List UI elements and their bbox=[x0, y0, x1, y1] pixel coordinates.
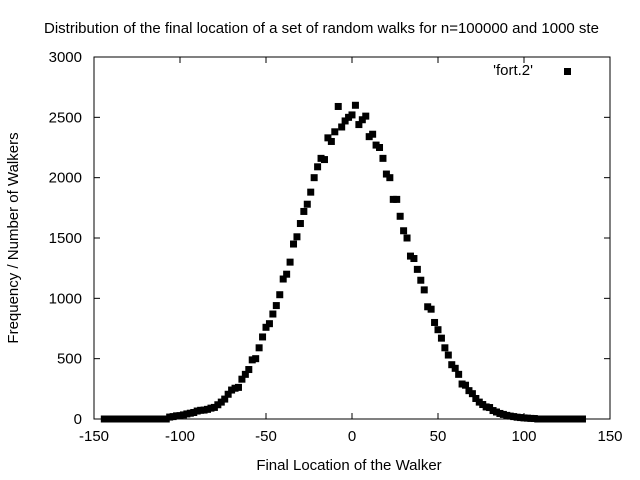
data-point bbox=[296, 220, 304, 228]
data-point bbox=[431, 318, 439, 326]
data-point bbox=[578, 415, 586, 423]
data-point bbox=[420, 286, 428, 294]
x-tick-label: -150 bbox=[79, 428, 109, 445]
data-point bbox=[441, 344, 449, 352]
legend: 'fort.2' bbox=[493, 62, 571, 79]
legend-label: 'fort.2' bbox=[493, 62, 533, 79]
data-point bbox=[338, 123, 346, 131]
data-point bbox=[241, 370, 249, 378]
data-point bbox=[314, 163, 322, 171]
data-point bbox=[307, 188, 315, 196]
data-point bbox=[334, 102, 342, 110]
data-point bbox=[324, 134, 332, 142]
y-tick-label: 3000 bbox=[49, 49, 82, 66]
data-point bbox=[252, 355, 260, 363]
plot-area-border bbox=[93, 56, 611, 420]
data-point bbox=[410, 255, 418, 263]
data-point bbox=[393, 195, 401, 203]
data-point bbox=[279, 275, 287, 283]
y-axis: 0 500 1000 1500 2000 2500 3000 bbox=[49, 49, 610, 428]
data-point bbox=[293, 233, 301, 241]
chart-title: Distribution of the final location of a … bbox=[44, 20, 599, 37]
data-point bbox=[224, 390, 232, 398]
y-tick-label: 0 bbox=[74, 411, 82, 428]
y-tick-label: 2000 bbox=[49, 170, 82, 187]
y-tick-label: 500 bbox=[57, 351, 82, 368]
data-point bbox=[376, 144, 384, 151]
x-tick-label: 150 bbox=[597, 428, 622, 445]
data-point bbox=[382, 170, 390, 178]
data-point bbox=[234, 383, 242, 391]
data-point bbox=[286, 258, 294, 266]
x-axis-title: Final Location of the Walker bbox=[256, 457, 441, 474]
data-point bbox=[351, 101, 359, 109]
x-tick-label: -50 bbox=[255, 428, 277, 445]
y-axis-title: Frequency / Number of Walkers bbox=[5, 132, 22, 343]
data-point bbox=[355, 121, 363, 129]
y-tick-label: 1000 bbox=[49, 290, 82, 307]
data-point bbox=[437, 334, 445, 342]
data-point bbox=[255, 344, 263, 352]
data-point bbox=[444, 351, 452, 359]
data-point bbox=[403, 234, 411, 242]
data-point bbox=[379, 154, 387, 162]
x-axis: -150 -100 -50 0 50 100 150 bbox=[79, 57, 623, 445]
data-point bbox=[448, 361, 456, 369]
data-point bbox=[269, 310, 277, 318]
y-tick-label: 2500 bbox=[49, 109, 82, 126]
data-point bbox=[259, 333, 267, 341]
data-point bbox=[358, 116, 366, 124]
data-point bbox=[276, 291, 284, 299]
data-point bbox=[320, 156, 328, 164]
data-point bbox=[400, 227, 408, 235]
data-point bbox=[262, 323, 270, 331]
data-point bbox=[245, 366, 253, 374]
data-point bbox=[386, 174, 394, 182]
data-point bbox=[396, 212, 404, 220]
data-point bbox=[283, 270, 291, 278]
data-point bbox=[272, 302, 280, 310]
data-point bbox=[472, 394, 480, 402]
data-point bbox=[455, 370, 463, 378]
x-tick-label: 0 bbox=[348, 428, 356, 445]
legend-marker bbox=[564, 68, 571, 75]
data-point bbox=[427, 305, 435, 313]
data-point bbox=[369, 130, 377, 138]
data-point bbox=[327, 137, 335, 145]
data-point bbox=[362, 112, 370, 120]
data-point bbox=[413, 265, 421, 273]
data-point bbox=[221, 395, 229, 403]
data-point bbox=[417, 276, 425, 284]
data-points bbox=[100, 101, 586, 423]
data-point bbox=[310, 174, 318, 182]
data-point bbox=[290, 240, 298, 248]
data-point bbox=[300, 207, 308, 215]
data-point bbox=[265, 320, 273, 328]
data-point bbox=[341, 117, 349, 125]
y-tick-label: 1500 bbox=[49, 230, 82, 247]
data-point bbox=[238, 375, 246, 383]
data-point bbox=[348, 111, 356, 119]
data-point bbox=[162, 415, 170, 423]
data-point bbox=[434, 326, 442, 334]
x-tick-label: 50 bbox=[430, 428, 447, 445]
data-point bbox=[451, 364, 459, 372]
x-tick-label: 100 bbox=[511, 428, 536, 445]
data-point bbox=[303, 200, 311, 208]
x-tick-label: -100 bbox=[165, 428, 195, 445]
data-point bbox=[331, 128, 339, 136]
data-point bbox=[462, 381, 470, 389]
data-point bbox=[468, 390, 476, 398]
